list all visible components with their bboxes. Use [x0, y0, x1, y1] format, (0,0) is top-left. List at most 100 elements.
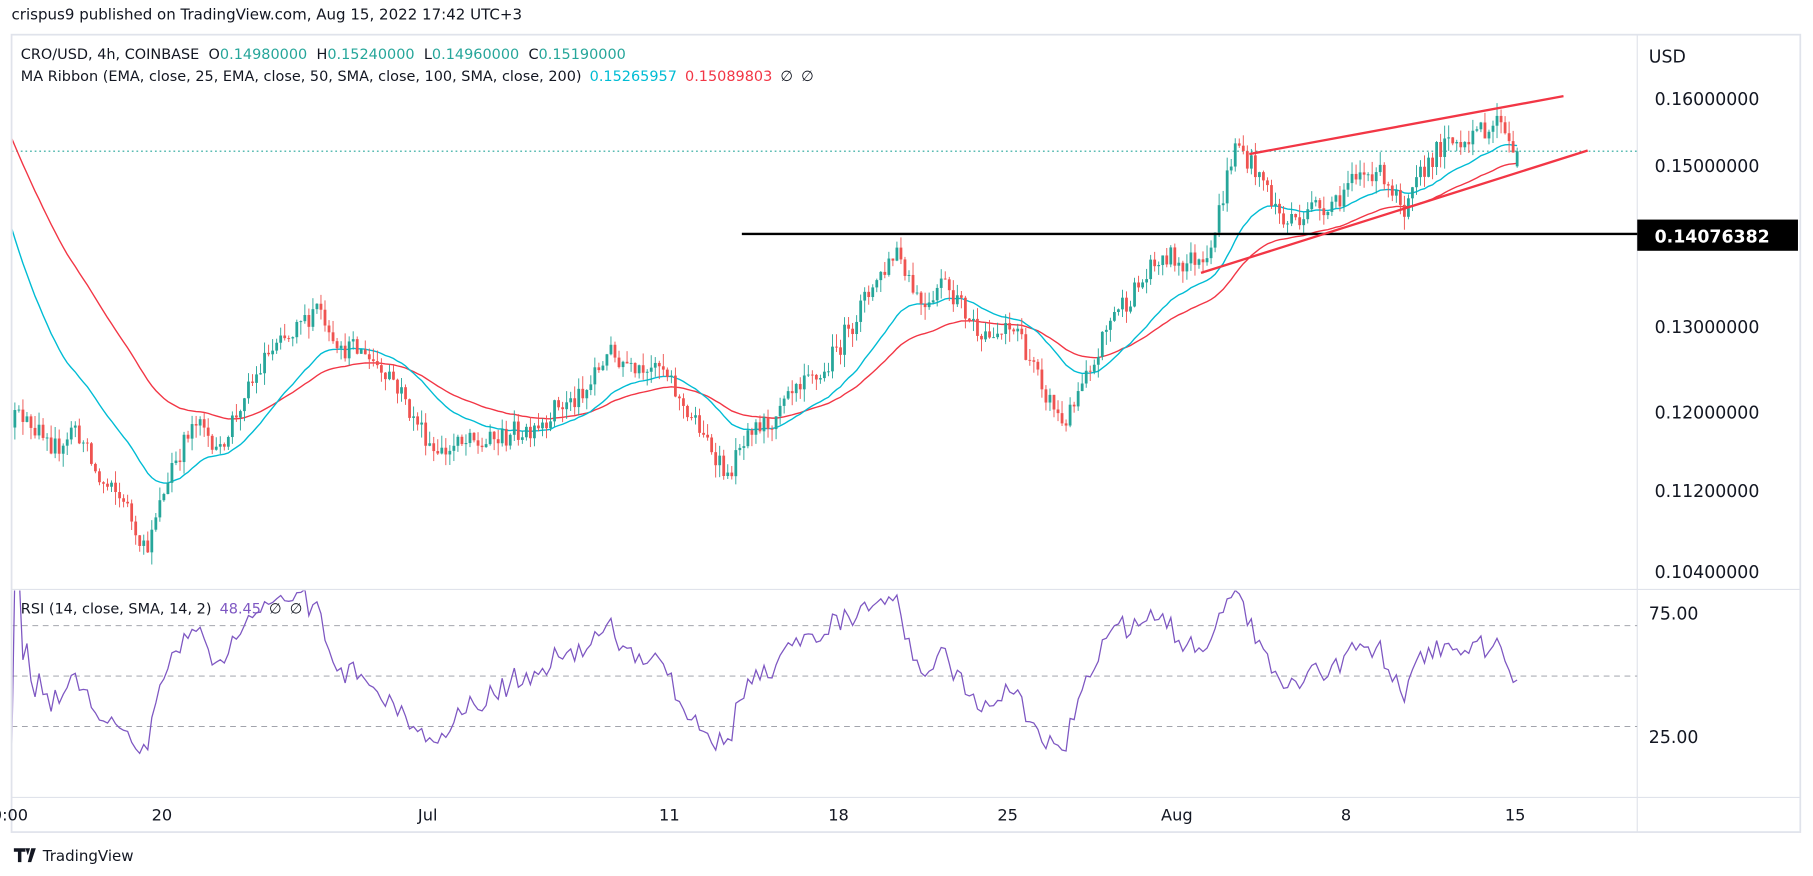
- candle-body: [533, 425, 536, 439]
- candle: [331, 320, 335, 344]
- candle-body: [742, 446, 746, 448]
- candle: [1177, 257, 1181, 276]
- candle-body: [1048, 394, 1052, 403]
- candle-body: [178, 460, 182, 463]
- candle: [750, 427, 754, 447]
- candle-body: [931, 300, 935, 303]
- candle: [303, 304, 307, 324]
- candle: [988, 319, 991, 339]
- candle-body: [1503, 122, 1507, 134]
- candle: [1229, 158, 1233, 175]
- candle: [1318, 197, 1322, 221]
- candle: [1145, 268, 1149, 294]
- candle-body: [1338, 195, 1342, 207]
- candle: [1306, 202, 1310, 224]
- candle: [106, 478, 109, 491]
- candle-body: [553, 400, 556, 422]
- candle: [963, 295, 967, 329]
- candle: [1129, 300, 1132, 314]
- support-price-label-bg: [1637, 219, 1798, 251]
- ma-ribbon-legend[interactable]: MA Ribbon (EMA, close, 25, EMA, close, 5…: [21, 69, 814, 85]
- price-tick: 0.12000000: [1655, 403, 1760, 423]
- candle-body: [138, 535, 142, 546]
- candle-body: [1274, 203, 1277, 206]
- candle-body: [251, 381, 254, 383]
- candle: [1278, 198, 1281, 224]
- price-tick: 0.13000000: [1655, 318, 1760, 338]
- rsi-legend[interactable]: RSI (14, close, SMA, 14, 2) 48.45 ∅ ∅: [21, 602, 302, 618]
- candle: [186, 430, 190, 443]
- candle: [669, 370, 673, 384]
- candle: [1463, 141, 1467, 151]
- candle: [1052, 394, 1056, 418]
- candle-body: [1201, 259, 1205, 263]
- candle: [1451, 137, 1455, 146]
- candle-body: [404, 387, 407, 400]
- ema50-line: [12, 138, 1518, 420]
- candle-body: [1217, 205, 1221, 233]
- candle-body: [827, 371, 830, 373]
- candle: [138, 535, 142, 552]
- channel-lower-line[interactable]: [1200, 149, 1588, 275]
- channel-upper-line[interactable]: [1249, 94, 1564, 156]
- candle-body: [947, 279, 951, 291]
- candle-body: [899, 247, 903, 260]
- candle-body: [371, 359, 375, 362]
- candle-body: [102, 482, 105, 484]
- candle-body: [1121, 297, 1124, 310]
- candle-body: [118, 492, 121, 499]
- candle-body: [122, 498, 126, 502]
- candle: [1507, 121, 1511, 153]
- candle: [718, 445, 722, 478]
- price-pane[interactable]: [5, 103, 1638, 565]
- rsi-axis[interactable]: 75.00 25.00: [1649, 604, 1699, 748]
- time-tick: Jul: [417, 806, 438, 825]
- candle: [1173, 243, 1177, 272]
- candle-body: [573, 398, 577, 408]
- candle: [702, 420, 705, 438]
- candle-body: [202, 419, 206, 428]
- candle: [1366, 172, 1370, 182]
- price-axis[interactable]: USD 0.16000000 0.15000000 0.13000000 0.1…: [1637, 47, 1798, 583]
- candle: [939, 269, 943, 299]
- candle: [190, 415, 194, 451]
- candle-body: [1060, 413, 1064, 424]
- candle: [1302, 212, 1306, 233]
- symbol-legend[interactable]: CRO/USD, 4h, COINBASE O0.14980000 H0.15240…: [21, 47, 626, 63]
- candle-body: [798, 383, 802, 390]
- candle-body: [106, 483, 109, 487]
- candle: [263, 342, 266, 385]
- candle-body: [1072, 404, 1076, 407]
- candle: [1374, 167, 1378, 194]
- candle: [1378, 152, 1382, 176]
- candle: [1201, 251, 1205, 274]
- candle-body: [77, 425, 81, 444]
- candle: [871, 284, 875, 301]
- time-tick: 11: [659, 806, 680, 825]
- time-tick: 18: [828, 806, 849, 825]
- candle-body: [1096, 356, 1100, 365]
- candle: [1394, 184, 1398, 203]
- candle: [1487, 129, 1491, 145]
- candle: [959, 290, 963, 309]
- candle: [492, 430, 496, 451]
- candle: [1515, 147, 1519, 168]
- candle-body: [794, 383, 798, 394]
- candle-body: [1491, 125, 1495, 132]
- candle-body: [613, 344, 617, 358]
- candle: [392, 364, 395, 381]
- candle-body: [110, 482, 113, 487]
- candle-body: [452, 445, 456, 451]
- rsi-pane[interactable]: [11, 569, 1638, 802]
- candle: [1342, 183, 1346, 212]
- candle: [690, 412, 693, 421]
- candle-body: [170, 463, 174, 483]
- candle-body: [174, 460, 178, 464]
- candle-body: [222, 444, 226, 447]
- candle-body: [726, 472, 730, 477]
- time-tick: 15: [1505, 806, 1526, 825]
- candle-body: [1362, 172, 1366, 175]
- rsi-line: [12, 590, 1518, 755]
- time-axis[interactable]: 0:00 20 Jul 11 18 25 Aug 8 15: [0, 806, 1525, 825]
